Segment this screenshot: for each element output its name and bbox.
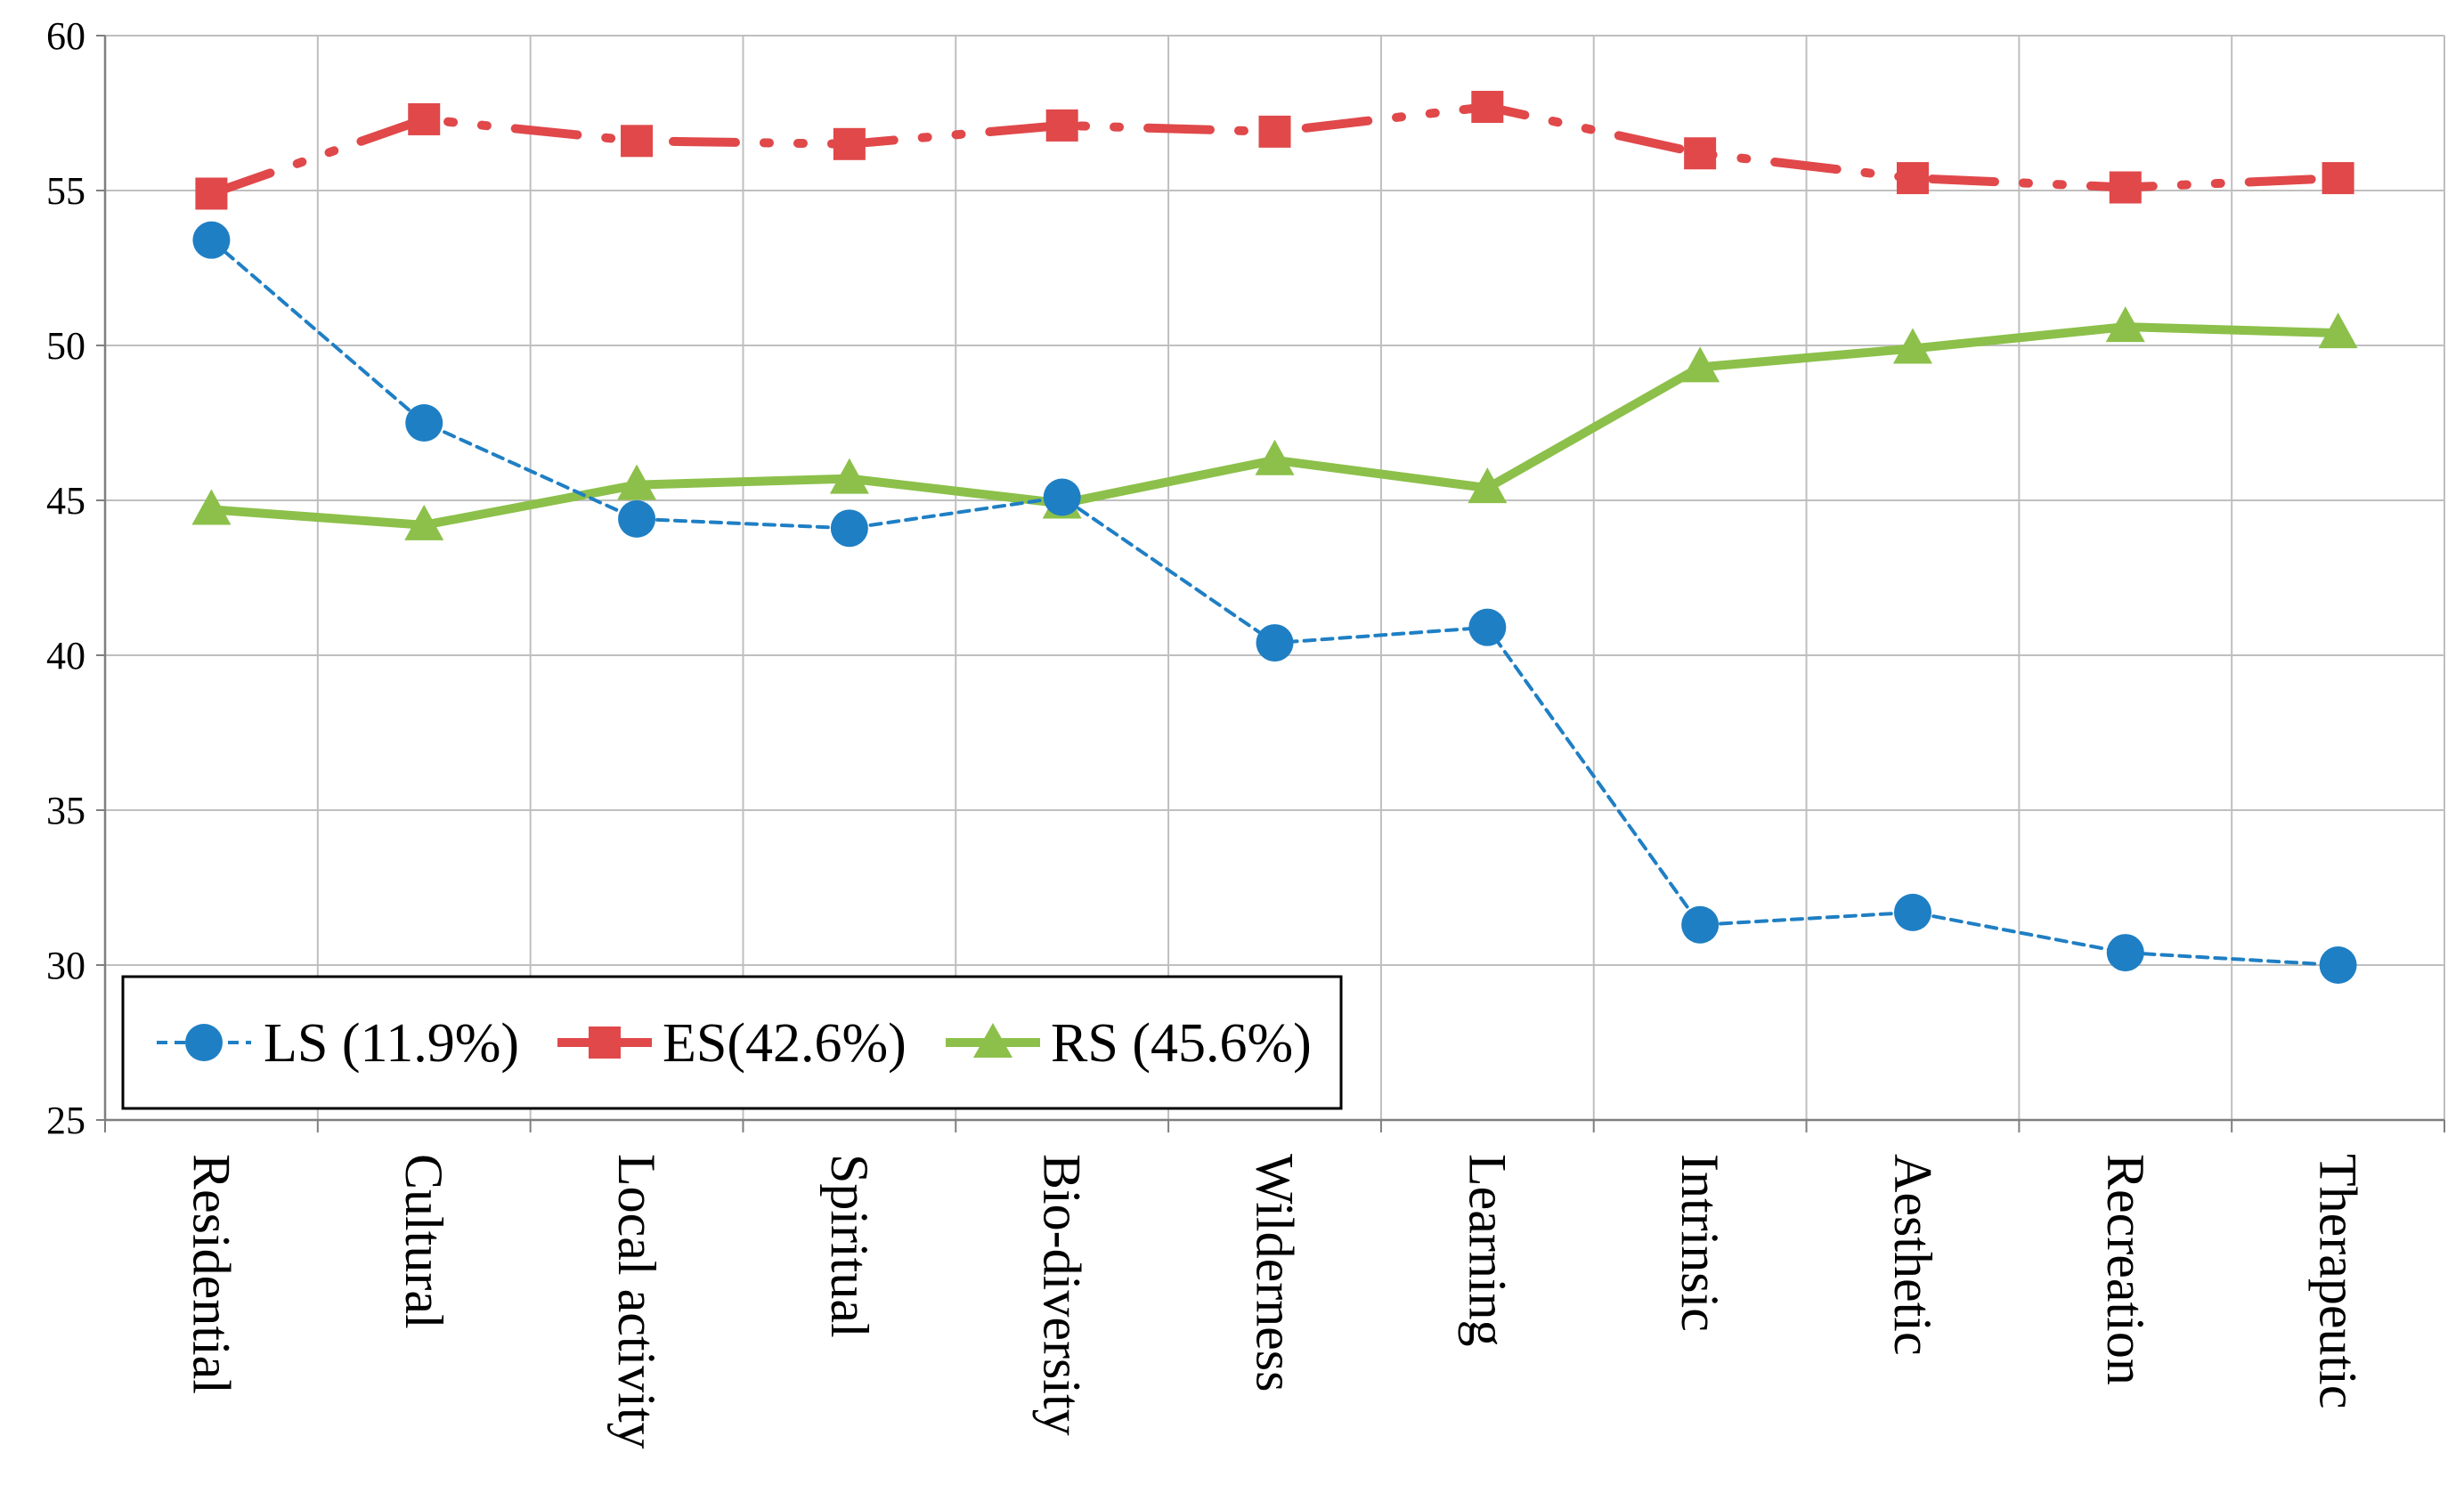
x-tick-label: Residential [182,1154,240,1394]
legend-item-rs: RS (45.6%) [946,1013,1312,1074]
x-tick-label: Therapeutic [2309,1154,2368,1409]
legend-label-rs: RS (45.6%) [1051,1013,1312,1074]
x-axis-tick-labels: Residential Cultural Local activity Spiritu… [182,1154,2367,1449]
data-point-circle [1256,624,1294,662]
data-point-triangle [1255,439,1295,475]
data-point-circle [192,221,231,259]
data-point-circle [1043,478,1081,516]
x-tick-label: Local activity [607,1154,666,1449]
data-point-circle [2319,946,2357,984]
y-tick-label: 50 [46,324,85,368]
x-tick-label: Bio-diversity [1033,1154,1092,1436]
data-point-triangle [829,458,869,494]
y-tick-label: 45 [46,479,85,523]
y-tick-label: 60 [46,14,85,58]
y-tick-label: 40 [46,634,85,678]
data-point-square [1471,91,1504,124]
x-tick-label: Learning [1458,1154,1517,1347]
x-tick-label: Spiritual [820,1154,879,1338]
data-point-triangle [1680,346,1720,383]
data-point-triangle [2318,312,2358,349]
data-point-square [1045,109,1078,142]
legend-marker-circle [185,1024,223,1061]
legend-label-ls: LS (11.9%) [264,1013,519,1074]
y-tick-label: 30 [46,944,85,987]
series-es [195,91,2354,210]
x-tick-label: Wilderness [1246,1154,1305,1392]
data-point-circle [1893,893,1931,931]
data-point-square [621,125,654,158]
axes [96,35,2445,1132]
data-point-square [1684,137,1717,170]
x-tick-label: Recreation [2096,1154,2155,1385]
y-tick-label: 55 [46,169,85,213]
legend-box [121,975,1343,1110]
legend-label-es: ES(42.6%) [663,1013,907,1074]
series-ls [192,221,2357,984]
data-point-square [2322,162,2354,195]
data-point-triangle [404,504,444,540]
y-axis-tick-labels: 25 30 35 40 45 50 55 60 [46,14,85,1142]
x-tick-label: Cultural [394,1154,453,1329]
data-point-circle [830,509,868,548]
data-point-circle [405,404,443,442]
data-point-square [1258,115,1291,148]
x-tick-label: Aesthetic [1883,1154,1942,1356]
legend: LS (11.9%) ES(42.6%) RS (45.6%) [121,975,1343,1110]
data-point-square [408,102,441,135]
data-point-square [833,127,866,160]
data-point-triangle [191,489,232,525]
y-tick-label: 35 [46,789,85,832]
data-point-circle [2106,934,2144,972]
legend-marker-square [589,1027,621,1059]
data-point-circle [1468,608,1507,646]
gridlines [104,35,2445,1121]
data-point-circle [1681,905,1720,944]
legend-item-es: ES(42.6%) [557,1013,907,1074]
data-point-square [195,177,228,210]
legend-marker-triangle [973,1023,1012,1058]
series-lines [191,91,2358,984]
data-point-square [1896,162,1929,195]
y-tick-label: 25 [46,1099,85,1142]
data-point-triangle [2105,306,2145,343]
data-point-triangle [1892,328,1932,364]
x-tick-label: Intrinsic [1671,1154,1729,1332]
data-point-triangle [617,464,657,500]
data-point-circle [618,499,656,538]
data-point-square [2109,171,2142,204]
legend-item-ls: LS (11.9%) [157,1013,519,1074]
data-point-triangle [1468,467,1508,504]
